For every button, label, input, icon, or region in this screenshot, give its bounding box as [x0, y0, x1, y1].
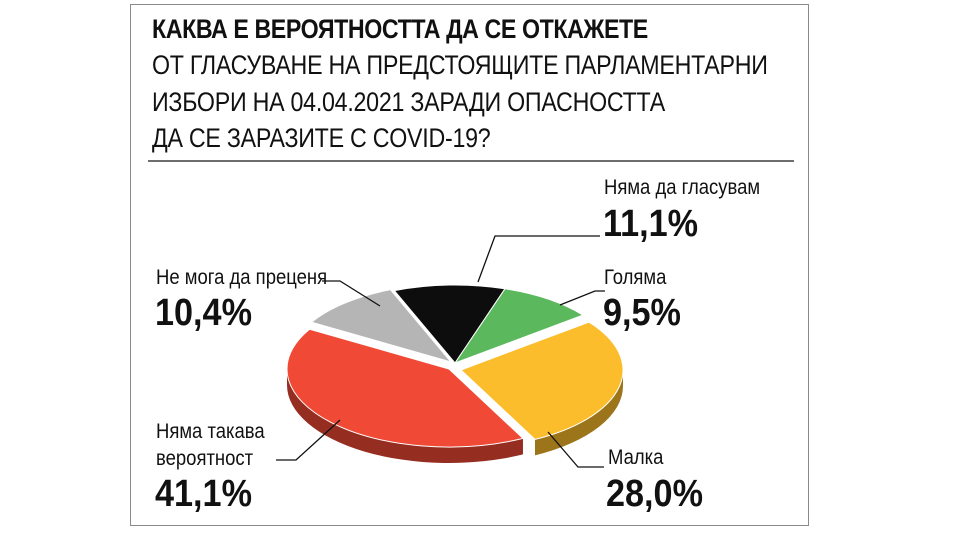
pie-3d-sides	[287, 369, 623, 463]
value-cant-say: 10,4%	[155, 292, 252, 334]
subtitle-line-2: ИЗБОРИ НА 04.04.2021 ЗАРАДИ ОПАСНОСТТА	[152, 87, 665, 117]
slice-wont-vote	[393, 284, 506, 364]
value-wont-vote: 11,1%	[603, 203, 699, 245]
label-no-chance-line-2: вероятност	[156, 447, 254, 470]
value-low: 28,0%	[606, 473, 703, 515]
label-low: Малка	[608, 446, 664, 469]
leader-high	[559, 290, 605, 306]
label-cant-say: Не мога да преценя	[156, 266, 328, 289]
leader-lines	[276, 235, 605, 468]
slice-no-chance	[286, 328, 524, 448]
leader-low	[547, 431, 604, 468]
slice-no-chance-side	[287, 369, 523, 463]
leader-cant-say	[322, 280, 381, 307]
slice-high	[453, 288, 585, 365]
slice-low-side	[534, 370, 623, 456]
label-no-chance-line-1: Няма такава	[156, 420, 265, 443]
pie-slices	[286, 284, 624, 448]
label-high: Голяма	[604, 266, 667, 289]
leader-wont-vote	[477, 235, 600, 283]
leader-no-chance	[276, 419, 341, 461]
subtitle-line-1: ОТ ГЛАСУВАНЕ НА ПРЕДСТОЯЩИТЕ ПАРЛАМЕНТАР…	[152, 50, 768, 80]
slice-low	[460, 321, 624, 440]
value-high: 9,5%	[603, 292, 681, 334]
chart-title: КАКВА Е ВЕРОЯТНОСТТА ДА СЕ ОТКАЖЕТЕ	[152, 14, 648, 44]
subtitle-line-3: ДА СЕ ЗАРАЗИТЕ С COVID-19?	[152, 123, 491, 153]
label-wont-vote: Няма да гласувам	[604, 176, 761, 199]
title-divider	[148, 160, 794, 162]
value-no-chance: 41,1%	[155, 473, 252, 515]
slice-cant-say	[310, 289, 453, 363]
